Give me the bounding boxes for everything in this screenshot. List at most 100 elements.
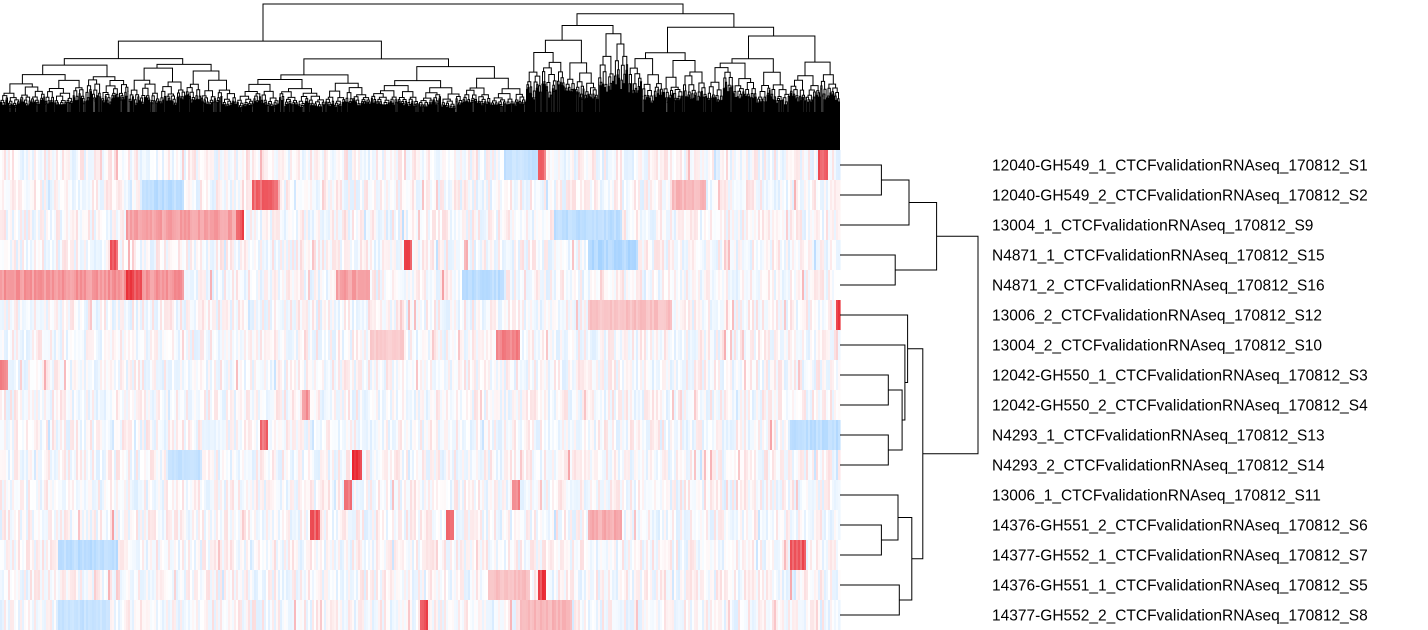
- heatmap-cell: [784, 240, 787, 271]
- heatmap-cell: [434, 210, 437, 241]
- heatmap-cell: [236, 480, 239, 511]
- heatmap-cell: [96, 360, 99, 391]
- heatmap-cell: [58, 330, 61, 361]
- heatmap-cell: [826, 360, 829, 391]
- heatmap-cell: [128, 450, 131, 481]
- heatmap-cell: [380, 360, 383, 391]
- heatmap-cell: [440, 180, 443, 211]
- heatmap-cell: [72, 330, 75, 361]
- heatmap-cell: [786, 360, 789, 391]
- heatmap-cell: [122, 300, 125, 331]
- heatmap-cell: [128, 180, 131, 211]
- heatmap-cell: [206, 150, 209, 181]
- heatmap-cell: [290, 300, 293, 331]
- heatmap-cell: [546, 180, 549, 211]
- heatmap-cell: [98, 390, 101, 421]
- heatmap-cell: [546, 330, 549, 361]
- heatmap-cell: [796, 450, 799, 481]
- heatmap-cell: [430, 390, 433, 421]
- heatmap-cell: [162, 300, 165, 331]
- heatmap-cell: [642, 180, 645, 211]
- heatmap-cell: [334, 360, 337, 391]
- heatmap-cell: [780, 270, 783, 301]
- heatmap-cell: [244, 270, 247, 301]
- heatmap-cell: [114, 330, 117, 361]
- heatmap-cell: [452, 330, 455, 361]
- heatmap-cell: [276, 210, 279, 241]
- heatmap-cell: [770, 210, 773, 241]
- heatmap-cell: [316, 480, 319, 511]
- heatmap-cell: [816, 450, 819, 481]
- heatmap-cell: [136, 450, 139, 481]
- heatmap-cell: [322, 420, 325, 451]
- heatmap-cell: [242, 450, 245, 481]
- heatmap-cell: [538, 450, 541, 481]
- heatmap-cell: [338, 210, 341, 241]
- heatmap-cell: [250, 180, 253, 211]
- heatmap-cell: [516, 210, 519, 241]
- heatmap-cell: [514, 420, 517, 451]
- heatmap-cell: [34, 150, 37, 181]
- heatmap-cell: [504, 360, 507, 391]
- heatmap-cell: [436, 480, 439, 511]
- heatmap-cell: [756, 180, 759, 211]
- heatmap-cell: [248, 450, 251, 481]
- heatmap-cell: [26, 420, 29, 451]
- heatmap-cell: [506, 390, 509, 421]
- heatmap-cell: [474, 240, 477, 271]
- heatmap-cell: [540, 240, 543, 271]
- heatmap-cell: [332, 420, 335, 451]
- heatmap-cell: [178, 300, 181, 331]
- heatmap-cell: [482, 480, 485, 511]
- heatmap-cell: [512, 450, 515, 481]
- heatmap-cell: [192, 330, 195, 361]
- heatmap-cell: [56, 360, 59, 391]
- heatmap-cell: [248, 270, 251, 301]
- heatmap-cell: [366, 270, 369, 301]
- heatmap-cell: [774, 180, 777, 211]
- heatmap-cell: [506, 240, 509, 271]
- heatmap-cell: [12, 480, 15, 511]
- heatmap-cell: [770, 150, 773, 181]
- heatmap-cell: [456, 390, 459, 421]
- heatmap-cell: [128, 270, 131, 301]
- heatmap-cell: [470, 150, 473, 181]
- heatmap-cell: [408, 450, 411, 481]
- heatmap-cell: [454, 330, 457, 361]
- heatmap-cell: [400, 450, 403, 481]
- heatmap-cell: [76, 270, 79, 301]
- heatmap-cell: [150, 240, 153, 271]
- heatmap-cell: [262, 360, 265, 391]
- heatmap-cell: [818, 450, 821, 481]
- heatmap-cell: [664, 270, 667, 301]
- heatmap-cell: [444, 450, 447, 481]
- heatmap-cell: [106, 480, 109, 511]
- heatmap-cell: [560, 180, 563, 211]
- heatmap-cell: [532, 210, 535, 241]
- heatmap-cell: [118, 240, 121, 271]
- heatmap-cell: [74, 300, 77, 331]
- heatmap-cell: [706, 150, 709, 181]
- heatmap-cell: [682, 300, 685, 331]
- heatmap-cell: [398, 450, 401, 481]
- heatmap-cell: [166, 210, 169, 241]
- heatmap-cell: [152, 150, 155, 181]
- heatmap-cell: [50, 420, 53, 451]
- heatmap-cell: [516, 150, 519, 181]
- heatmap-cell: [52, 270, 55, 301]
- heatmap-cell: [810, 330, 813, 361]
- heatmap-cell: [54, 450, 57, 481]
- heatmap-cell: [274, 450, 277, 481]
- heatmap-cell: [322, 450, 325, 481]
- heatmap-cell: [650, 270, 653, 301]
- heatmap-cell: [756, 300, 759, 331]
- heatmap-cell: [154, 330, 157, 361]
- heatmap-cell: [740, 150, 743, 181]
- heatmap-cell: [730, 150, 733, 181]
- heatmap-cell: [786, 210, 789, 241]
- heatmap-cell: [634, 300, 637, 331]
- heatmap-cell: [818, 420, 821, 451]
- heatmap-cell: [408, 390, 411, 421]
- heatmap-cell: [712, 210, 715, 241]
- heatmap-cell: [696, 150, 699, 181]
